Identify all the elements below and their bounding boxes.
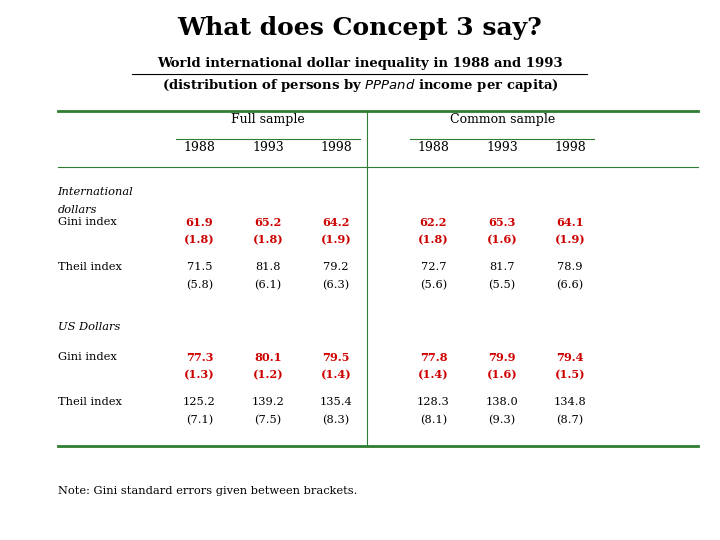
- Text: 62.2: 62.2: [420, 217, 447, 227]
- Text: Gini index: Gini index: [58, 352, 117, 362]
- Text: 135.4: 135.4: [320, 397, 353, 408]
- Text: (1.8): (1.8): [418, 234, 449, 245]
- Text: (8.1): (8.1): [420, 415, 447, 426]
- Text: 125.2: 125.2: [183, 397, 216, 408]
- Text: (1.8): (1.8): [184, 234, 215, 245]
- Text: (1.6): (1.6): [487, 369, 517, 380]
- Text: 64.2: 64.2: [323, 217, 350, 227]
- Text: Theil index: Theil index: [58, 262, 122, 273]
- Text: (5.6): (5.6): [420, 280, 447, 291]
- Text: 81.8: 81.8: [255, 262, 281, 273]
- Text: 139.2: 139.2: [251, 397, 284, 408]
- Text: 79.5: 79.5: [323, 352, 350, 362]
- Text: (9.3): (9.3): [488, 415, 516, 426]
- Text: (1.3): (1.3): [184, 369, 215, 380]
- Text: 78.9: 78.9: [557, 262, 583, 273]
- Text: Note: Gini standard errors given between brackets.: Note: Gini standard errors given between…: [58, 486, 357, 496]
- Text: (1.8): (1.8): [253, 234, 283, 245]
- Text: (6.1): (6.1): [254, 280, 282, 291]
- Text: dollars: dollars: [58, 205, 97, 215]
- Text: (7.1): (7.1): [186, 415, 213, 426]
- Text: (1.9): (1.9): [321, 234, 351, 245]
- Text: 64.1: 64.1: [557, 217, 584, 227]
- Text: 77.3: 77.3: [186, 352, 213, 362]
- Text: 79.9: 79.9: [488, 352, 516, 362]
- Text: 79.2: 79.2: [323, 262, 349, 273]
- Text: 1993: 1993: [486, 141, 518, 154]
- Text: (1.6): (1.6): [487, 234, 517, 245]
- Text: (1.9): (1.9): [555, 234, 585, 245]
- Text: 1998: 1998: [554, 141, 586, 154]
- Text: US Dollars: US Dollars: [58, 322, 120, 332]
- Text: Common sample: Common sample: [449, 113, 555, 126]
- Text: 134.8: 134.8: [554, 397, 587, 408]
- Text: (1.5): (1.5): [555, 369, 585, 380]
- Text: (6.3): (6.3): [323, 280, 350, 291]
- Text: (1.4): (1.4): [321, 369, 351, 380]
- Text: 128.3: 128.3: [417, 397, 450, 408]
- Text: What does Concept 3 say?: What does Concept 3 say?: [178, 16, 542, 40]
- Text: 72.7: 72.7: [420, 262, 446, 273]
- Text: 65.3: 65.3: [488, 217, 516, 227]
- Text: 79.4: 79.4: [557, 352, 584, 362]
- Text: 1998: 1998: [320, 141, 352, 154]
- Text: (7.5): (7.5): [254, 415, 282, 426]
- Text: International: International: [58, 187, 133, 197]
- Text: Full sample: Full sample: [231, 113, 305, 126]
- Text: (5.8): (5.8): [186, 280, 213, 291]
- Text: 138.0: 138.0: [485, 397, 518, 408]
- Text: Theil index: Theil index: [58, 397, 122, 408]
- Text: 1993: 1993: [252, 141, 284, 154]
- Text: 65.2: 65.2: [254, 217, 282, 227]
- Text: 80.1: 80.1: [254, 352, 282, 362]
- Text: (1.4): (1.4): [418, 369, 449, 380]
- Text: (8.3): (8.3): [323, 415, 350, 426]
- Text: World international dollar inequality in 1988 and 1993: World international dollar inequality in…: [157, 57, 563, 70]
- Text: (1.2): (1.2): [253, 369, 283, 380]
- Text: 81.7: 81.7: [489, 262, 515, 273]
- Text: 1988: 1988: [418, 141, 449, 154]
- Text: (8.7): (8.7): [557, 415, 584, 426]
- Text: 1988: 1988: [184, 141, 215, 154]
- Text: 77.8: 77.8: [420, 352, 447, 362]
- Text: (distribution of persons by $PPP and $ income per capita): (distribution of persons by $PPP and $ i…: [161, 77, 559, 93]
- Text: (5.5): (5.5): [488, 280, 516, 291]
- Text: Gini index: Gini index: [58, 217, 117, 227]
- Text: 61.9: 61.9: [186, 217, 213, 227]
- Text: (6.6): (6.6): [557, 280, 584, 291]
- Text: 71.5: 71.5: [186, 262, 212, 273]
